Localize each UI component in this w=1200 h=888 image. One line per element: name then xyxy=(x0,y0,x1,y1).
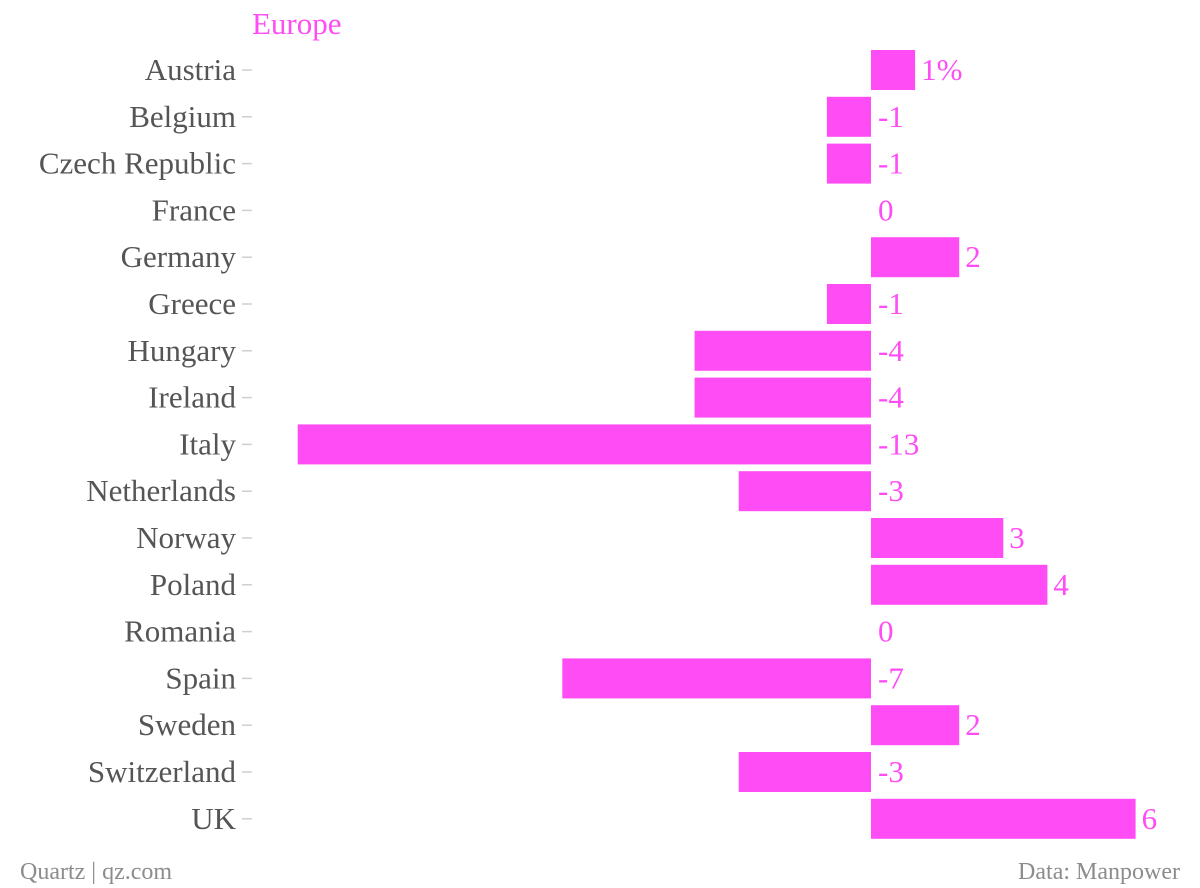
category-label-sweden: Sweden xyxy=(138,707,237,742)
bar-austria xyxy=(871,50,916,90)
value-label-netherlands: -3 xyxy=(878,473,904,508)
value-label-norway: 3 xyxy=(1009,520,1025,555)
bar-belgium xyxy=(826,96,871,137)
chart-marks: Austria 1% Belgium -1 Czech Republic -1 France… xyxy=(39,50,1157,839)
category-label-austria: Austria xyxy=(145,52,237,87)
bar-italy xyxy=(297,424,871,465)
category-label-italy: Italy xyxy=(179,426,236,461)
value-label-italy: -13 xyxy=(878,426,919,461)
bar-germany xyxy=(871,237,960,278)
category-label-belgium: Belgium xyxy=(129,99,236,134)
category-label-czech-republic: Czech Republic xyxy=(39,146,236,181)
value-label-spain: -7 xyxy=(878,660,904,695)
value-label-germany: 2 xyxy=(965,239,981,274)
bar-uk xyxy=(871,798,1136,839)
value-label-poland: 4 xyxy=(1053,567,1069,602)
category-label-uk: UK xyxy=(191,801,236,836)
value-label-hungary: -4 xyxy=(878,333,904,368)
value-label-uk: 6 xyxy=(1142,801,1158,836)
value-label-romania: 0 xyxy=(878,614,894,649)
category-label-greece: Greece xyxy=(148,286,236,321)
bar-greece xyxy=(826,284,871,324)
bar-sweden xyxy=(871,705,960,746)
value-label-sweden: 2 xyxy=(965,707,981,742)
value-label-france: 0 xyxy=(878,192,894,227)
bar-czech-republic xyxy=(826,143,871,184)
category-label-spain: Spain xyxy=(165,660,236,695)
bar-netherlands xyxy=(738,471,871,512)
category-label-ireland: Ireland xyxy=(148,380,236,415)
bar-switzerland xyxy=(738,752,871,792)
category-label-netherlands: Netherlands xyxy=(86,473,236,508)
bar-poland xyxy=(871,564,1048,605)
value-label-ireland: -4 xyxy=(878,380,904,415)
category-label-hungary: Hungary xyxy=(128,333,237,368)
value-label-belgium: -1 xyxy=(878,99,904,134)
category-label-norway: Norway xyxy=(136,520,236,555)
bar-hungary xyxy=(694,330,871,371)
value-label-switzerland: -3 xyxy=(878,754,904,789)
category-label-switzerland: Switzerland xyxy=(88,754,237,789)
bar-spain xyxy=(562,658,871,699)
value-label-greece: -1 xyxy=(878,286,904,321)
bar-norway xyxy=(871,518,1004,558)
chart-title: Europe xyxy=(252,6,342,41)
category-label-poland: Poland xyxy=(150,567,237,602)
category-label-germany: Germany xyxy=(121,239,237,274)
bar-ireland xyxy=(694,377,871,418)
footer-credit: Data: Manpower xyxy=(1018,859,1180,885)
value-label-austria: 1% xyxy=(921,52,962,87)
value-label-czech-republic: -1 xyxy=(878,146,904,181)
category-label-france: France xyxy=(152,192,236,227)
category-label-romania: Romania xyxy=(124,614,236,649)
footer-source: Quartz | qz.com xyxy=(20,859,173,885)
